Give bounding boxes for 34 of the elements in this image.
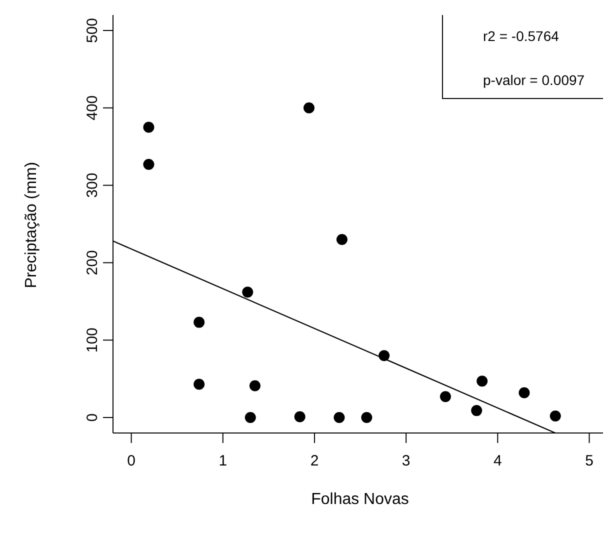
annotation: p-valor = 0.0097	[483, 72, 586, 90]
point	[476, 376, 488, 387]
stats-box: r2 = -0.5764 p-valor = 0.0097	[442, 15, 603, 99]
point	[361, 412, 372, 424]
point	[244, 412, 256, 424]
y-tick-label: 100	[84, 328, 101, 353]
point	[249, 380, 260, 392]
point	[294, 411, 306, 422]
annotation: r2 = -0.5764	[483, 28, 560, 46]
point	[143, 158, 154, 170]
point	[304, 102, 314, 114]
y-tick-label: 400	[84, 95, 101, 120]
point	[194, 316, 205, 328]
x-tick-label: 5	[585, 452, 594, 470]
point	[471, 405, 482, 416]
point	[242, 286, 254, 298]
point	[440, 391, 451, 402]
y-tick-label: 500	[84, 18, 101, 43]
x-tick-label: 4	[494, 452, 502, 470]
y-axis-title: Preciptação (mm)	[23, 162, 41, 288]
x-tick-label: 0	[127, 452, 136, 470]
y-tick-label: 300	[84, 172, 101, 198]
point	[143, 122, 154, 133]
x-tick-label: 2	[310, 452, 319, 470]
x-axis-title: Folhas Novas	[311, 491, 409, 509]
point	[336, 234, 348, 245]
point	[518, 387, 530, 398]
y-tick-label: 200	[84, 250, 101, 276]
point	[550, 410, 561, 422]
x-tick-label: 1	[218, 452, 228, 470]
point	[194, 378, 205, 390]
point	[334, 412, 345, 424]
y-tick-label: 0	[84, 413, 101, 422]
x-tick-label: 3	[402, 452, 410, 470]
